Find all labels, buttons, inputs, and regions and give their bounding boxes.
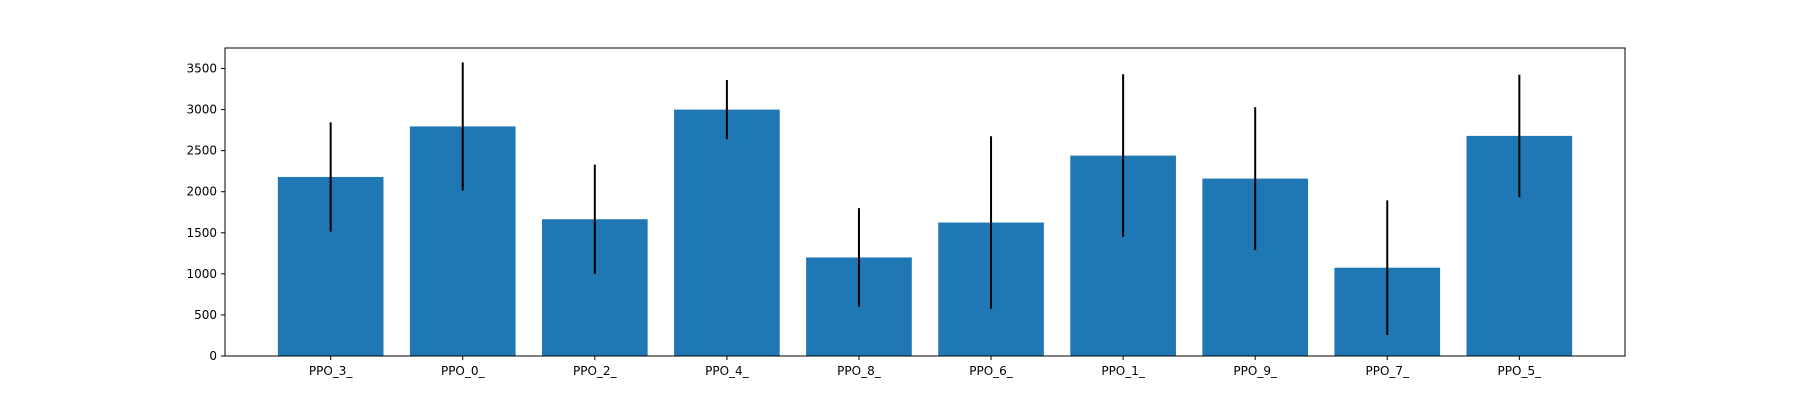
x-tick-label: PPO_1_ — [1101, 364, 1146, 378]
error-bars-layer — [329, 62, 1521, 336]
x-tick-label: PPO_4_ — [705, 364, 750, 378]
y-tick-label: 2000 — [186, 185, 217, 199]
y-tick-label: 500 — [194, 308, 217, 322]
x-tick-label: PPO_3_ — [309, 364, 354, 378]
x-tick-label: PPO_5_ — [1498, 364, 1543, 378]
bars-layer — [277, 109, 1573, 356]
x-axis: PPO_3_ PPO_0_ PPO_2_ PPO_4_ PPO_8_ PPO_6_ PPO_… — [309, 356, 1542, 378]
x-tick-label: PPO_6_ — [969, 364, 1014, 378]
y-tick-label: 1000 — [186, 267, 217, 281]
plot-area-frame — [224, 47, 1626, 357]
x-tick-label: PPO_9_ — [1233, 364, 1278, 378]
x-tick-label: PPO_0_ — [441, 364, 486, 378]
y-tick-label: 1500 — [186, 226, 217, 240]
x-tick-label: PPO_2_ — [573, 364, 618, 378]
y-tick-label: 2500 — [186, 144, 217, 158]
y-tick-label: 3500 — [186, 62, 217, 76]
y-tick-label: 0 — [209, 349, 217, 363]
y-axis: 0 500 1000 1500 2000 2500 3000 3500 — [186, 62, 225, 363]
x-tick-label: PPO_7_ — [1365, 364, 1410, 378]
y-tick-label: 3000 — [186, 103, 217, 117]
bar-ppo-4 — [674, 109, 780, 356]
x-tick-label: PPO_8_ — [837, 364, 882, 378]
